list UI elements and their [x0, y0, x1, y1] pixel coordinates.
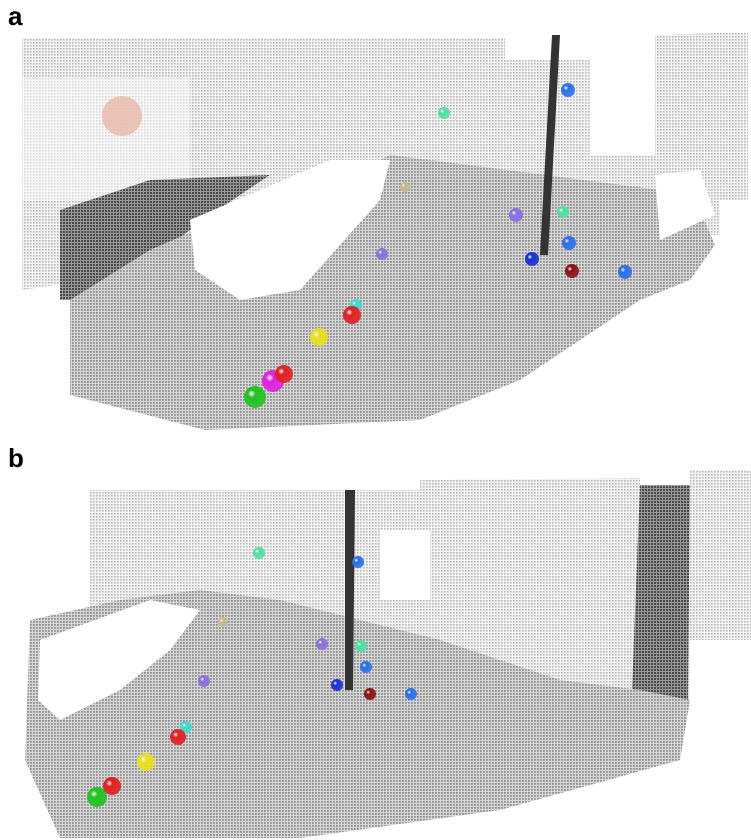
sphere [364, 688, 376, 700]
sphere [376, 248, 388, 260]
sphere [253, 547, 265, 559]
panel-b: b [8, 443, 751, 838]
sphere [343, 306, 361, 324]
sphere [355, 640, 367, 652]
sphere [438, 107, 450, 119]
sphere [218, 617, 228, 627]
occlusion [38, 600, 200, 720]
panel-label: a [8, 1, 23, 31]
sphere [198, 675, 210, 687]
marker-target [102, 96, 142, 136]
sphere [170, 729, 186, 745]
sphere [565, 264, 579, 278]
occlusion [190, 160, 390, 300]
sphere [400, 182, 410, 192]
sphere-markers [87, 83, 632, 807]
sphere [103, 777, 121, 795]
floor-cloud [25, 590, 690, 838]
sphere [561, 83, 575, 97]
sphere [618, 265, 632, 279]
sphere [562, 236, 576, 250]
sphere [525, 252, 539, 266]
sphere [557, 206, 569, 218]
sphere [310, 328, 328, 346]
occlusion [380, 530, 430, 600]
wall-board [22, 78, 190, 200]
sphere [360, 661, 372, 673]
sphere [405, 688, 417, 700]
sphere [275, 365, 293, 383]
sphere [316, 638, 328, 650]
occlusion [655, 170, 715, 240]
sphere [509, 208, 523, 222]
pole [540, 35, 560, 255]
sphere [244, 386, 266, 408]
sphere [137, 753, 155, 771]
pole [345, 490, 355, 690]
sphere [331, 679, 343, 691]
sphere [180, 721, 192, 733]
panel-a: a [8, 1, 748, 430]
panel-label: b [8, 443, 24, 473]
desk-edge [60, 175, 270, 300]
wall-corner [632, 485, 690, 700]
sphere [352, 556, 364, 568]
sphere [87, 787, 107, 807]
